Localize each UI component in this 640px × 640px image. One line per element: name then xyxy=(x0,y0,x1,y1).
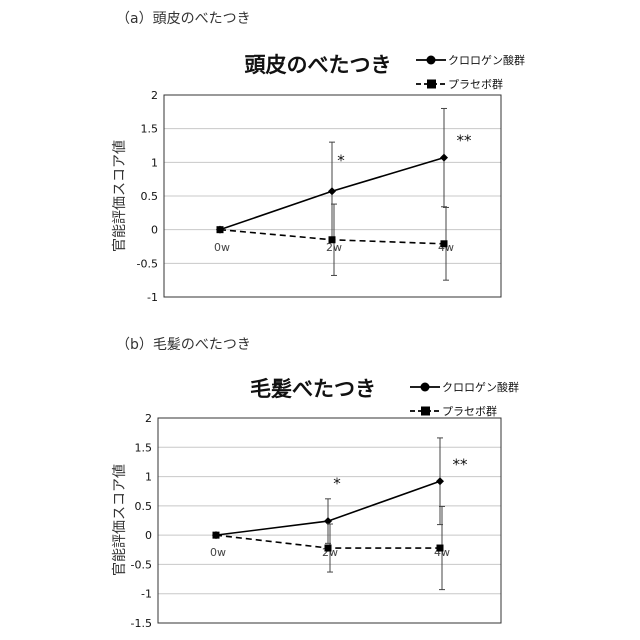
y-axis-label: 官能評価スコア値 xyxy=(112,140,128,252)
point-square xyxy=(217,226,224,233)
y-tick-label: -1 xyxy=(147,291,158,304)
y-tick-label: 1.5 xyxy=(135,441,153,454)
y-tick-label: -0.5 xyxy=(131,558,152,571)
point-diamond xyxy=(436,477,444,485)
legend-entry-0: クロロゲン酸群 xyxy=(416,53,525,67)
legend-marker-circle xyxy=(421,383,430,392)
significance-mark: ** xyxy=(457,132,473,150)
legend-entry-1: プラセボ群 xyxy=(416,77,503,91)
series-0 xyxy=(212,438,444,543)
point-square xyxy=(325,545,332,552)
y-tick-label: -0.5 xyxy=(137,257,158,270)
y-tick-label: 0.5 xyxy=(135,500,153,513)
chart-title: 頭皮のべたつき xyxy=(245,53,392,77)
y-tick-label: 0.5 xyxy=(141,190,159,203)
y-axis-label: 官能評価スコア値 xyxy=(112,464,128,576)
legend-marker-square xyxy=(421,407,430,416)
significance-mark: * xyxy=(333,474,341,492)
point-square xyxy=(329,236,336,243)
point-square xyxy=(441,240,448,247)
legend-entry-1: プラセボ群 xyxy=(410,404,497,418)
significance-mark: * xyxy=(337,152,345,170)
significance-mark: ** xyxy=(453,456,469,474)
point-diamond xyxy=(440,154,448,162)
legend-marker-square xyxy=(427,80,436,89)
y-tick-label: 0 xyxy=(145,529,152,542)
chart-1: 21.510.50-0.5-1-1.50w2w4w官能評価スコア値毛髪べたつき*… xyxy=(112,377,519,630)
point-square xyxy=(213,532,220,539)
x-tick-label: 0w xyxy=(210,546,226,559)
y-tick-label: 2 xyxy=(151,89,158,102)
chart-0: 21.510.50-0.5-10w2w4w官能評価スコア値頭皮のべたつき***ク… xyxy=(112,53,525,304)
y-tick-label: 0 xyxy=(151,224,158,237)
legend-label: クロロゲン酸群 xyxy=(448,53,525,67)
point-diamond xyxy=(328,187,336,195)
chart-title: 毛髪べたつき xyxy=(250,377,376,401)
series-1 xyxy=(217,204,450,280)
y-tick-label: 1 xyxy=(145,471,152,484)
x-tick-label: 0w xyxy=(214,241,230,254)
y-tick-label: 2 xyxy=(145,412,152,425)
y-tick-label: 1.5 xyxy=(141,123,159,136)
legend-label: プラセボ群 xyxy=(448,77,503,91)
legend-entry-0: クロロゲン酸群 xyxy=(410,380,519,394)
y-tick-label: 1 xyxy=(151,156,158,169)
y-tick-label: -1.5 xyxy=(131,617,152,630)
legend-label: クロロゲン酸群 xyxy=(442,380,519,394)
legend-label: プラセボ群 xyxy=(442,404,497,418)
legend-marker-circle xyxy=(427,56,436,65)
point-square xyxy=(437,545,444,552)
y-tick-label: -1 xyxy=(141,588,152,601)
